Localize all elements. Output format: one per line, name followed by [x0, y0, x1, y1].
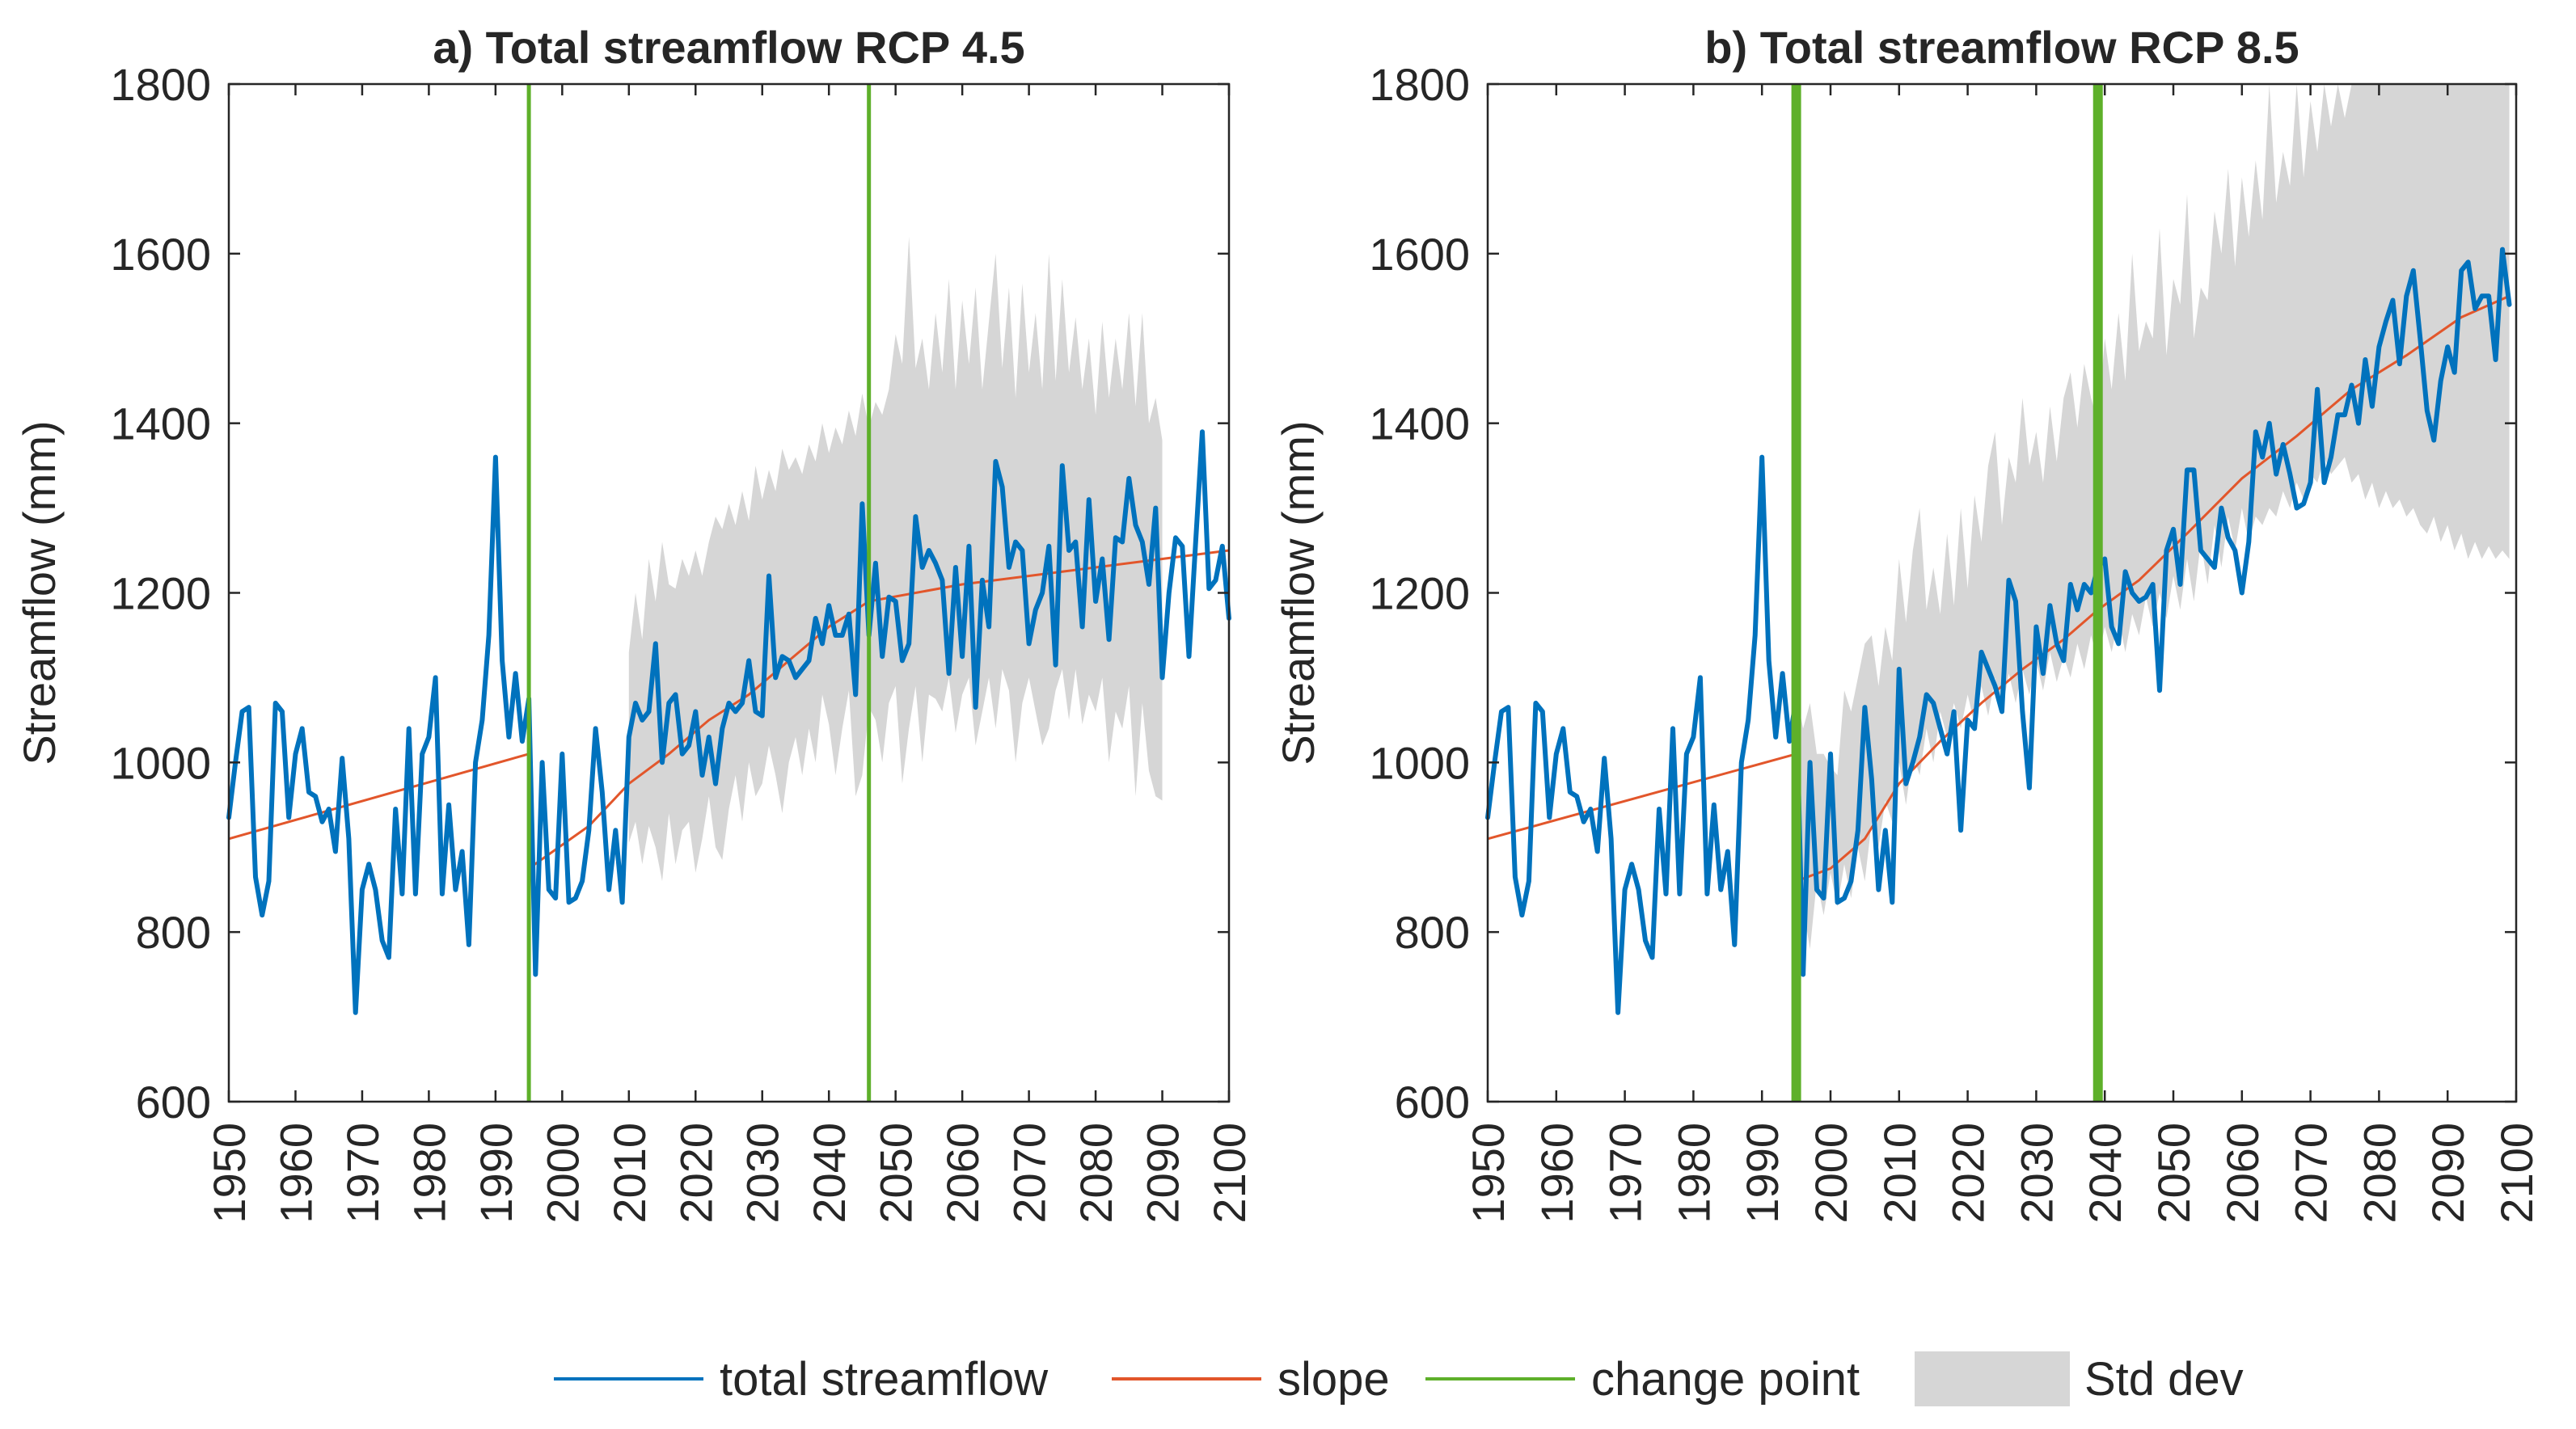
- x-tick-label-a: 2040: [804, 1123, 855, 1224]
- y-tick-labels-b: 600 800 1000 1200 1400 1600 1800: [1369, 59, 1470, 1128]
- y-tick-label-a: 1000: [110, 737, 211, 788]
- x-tick-label-b: 2030: [2011, 1123, 2062, 1224]
- x-tick-label-a: 2050: [871, 1123, 922, 1224]
- axes-b: [1486, 82, 2518, 1103]
- x-tick-label-a: 1960: [270, 1123, 321, 1224]
- x-tick-label-b: 2040: [2080, 1123, 2130, 1224]
- slope-segment-b-2: [1796, 609, 2099, 883]
- x-tick-label-b: 2100: [2491, 1123, 2542, 1224]
- x-tick-label-b: 2060: [2217, 1123, 2268, 1224]
- x-tick-label-b: 2080: [2354, 1123, 2405, 1224]
- change-points-b: [1791, 84, 2103, 1102]
- x-tick-labels-b: 1950 1960 1970 1980 1990 2000 2010 2020 2030 2040…: [1463, 1123, 2542, 1224]
- x-tick-label-a: 2090: [1138, 1123, 1189, 1224]
- flow-b: [1485, 247, 2512, 1015]
- chart-title-b: b) Total streamflow RCP 8.5: [1704, 22, 2299, 73]
- x-tick-label-a: 2000: [537, 1123, 588, 1224]
- legend-label-flow: total streamflow: [720, 1353, 1049, 1406]
- change-points-a: [526, 84, 872, 1102]
- y-tick-label-b: 1400: [1369, 398, 1470, 449]
- y-tick-label-a: 800: [136, 907, 211, 958]
- x-tick-label-b: 1960: [1531, 1123, 1582, 1224]
- slope-segment-b-1: [1487, 752, 1797, 841]
- std-dev-band-a: [628, 236, 1163, 882]
- x-tick-label-b: 2050: [2148, 1123, 2199, 1224]
- slope-b: [1487, 294, 2511, 883]
- std-band-a: [628, 236, 1163, 882]
- x-tick-label-a: 1950: [204, 1123, 255, 1224]
- slope-segment-b-3: [2097, 294, 2511, 611]
- x-tick-label-a: 2100: [1204, 1123, 1255, 1224]
- std-band-b: [1796, 84, 2510, 984]
- x-tick-label-b: 2070: [2286, 1123, 2337, 1224]
- x-tick-label-b: 1970: [1600, 1123, 1651, 1224]
- legend-label-change-point: change point: [1591, 1353, 1860, 1406]
- flow-a: [226, 429, 1231, 1015]
- slope-segment-a-1: [228, 752, 530, 841]
- x-tick-label-a: 2010: [604, 1123, 655, 1224]
- x-tick-label-a: 1990: [471, 1123, 522, 1224]
- legend-label-slope: slope: [1277, 1353, 1390, 1406]
- y-tick-label-a: 600: [136, 1077, 211, 1128]
- x-tick-label-a: 2060: [937, 1123, 988, 1224]
- y-tick-label-b: 1200: [1369, 568, 1470, 619]
- legend-label-std-dev: Std dev: [2084, 1353, 2244, 1406]
- streamflow-series-b: [1485, 247, 2512, 1015]
- y-tick-label-b: 600: [1395, 1077, 1470, 1128]
- x-tick-label-b: 1950: [1463, 1123, 1514, 1224]
- axes-a: [227, 82, 1231, 1103]
- x-tick-label-b: 2020: [1943, 1123, 1994, 1224]
- x-tick-label-a: 1970: [337, 1123, 388, 1224]
- y-tick-label-b: 800: [1395, 907, 1470, 958]
- x-tick-label-b: 2010: [1874, 1123, 1925, 1224]
- y-tick-label-b: 1000: [1369, 737, 1470, 788]
- y-tick-label-b: 1600: [1369, 229, 1470, 280]
- x-tick-labels-a: 1950 1960 1970 1980 1990 2000 2010 2020 2030 2040…: [204, 1123, 1255, 1224]
- std-dev-band-b: [1796, 84, 2510, 984]
- legend: total streamflow slope change point Std …: [554, 1351, 2244, 1406]
- x-tick-label-a: 1980: [403, 1123, 454, 1224]
- y-tick-labels-a: 600 800 1000 1200 1400 1600 1800: [110, 59, 211, 1128]
- panel-a: 1950 1960 1970 1980 1990 2000 2010 2020 2030 2040…: [14, 22, 1255, 1224]
- y-tick-label-a: 1600: [110, 229, 211, 280]
- x-tick-label-b: 2090: [2422, 1123, 2473, 1224]
- chart-title-a: a) Total streamflow RCP 4.5: [433, 22, 1024, 73]
- y-tick-label-a: 1200: [110, 568, 211, 619]
- x-tick-label-b: 1990: [1737, 1123, 1788, 1224]
- x-tick-label-a: 2080: [1071, 1123, 1121, 1224]
- y-tick-label-a: 1400: [110, 398, 211, 449]
- streamflow-series-a: [226, 429, 1231, 1015]
- x-tick-label-b: 1980: [1668, 1123, 1719, 1224]
- y-axis-label-b: Streamflow (mm): [1273, 420, 1324, 765]
- legend-swatch-std-dev: [1915, 1351, 2070, 1406]
- x-tick-label-b: 2000: [1805, 1123, 1856, 1224]
- y-axis-label-a: Streamflow (mm): [14, 420, 65, 765]
- x-tick-label-a: 2070: [1004, 1123, 1055, 1224]
- x-tick-label-a: 2020: [670, 1123, 721, 1224]
- x-tick-label-a: 2030: [737, 1123, 788, 1224]
- y-tick-label-a: 1800: [110, 59, 211, 110]
- y-tick-label-b: 1800: [1369, 59, 1470, 110]
- panel-b: 1950 1960 1970 1980 1990 2000 2010 2020 2030 2040…: [1273, 22, 2542, 1224]
